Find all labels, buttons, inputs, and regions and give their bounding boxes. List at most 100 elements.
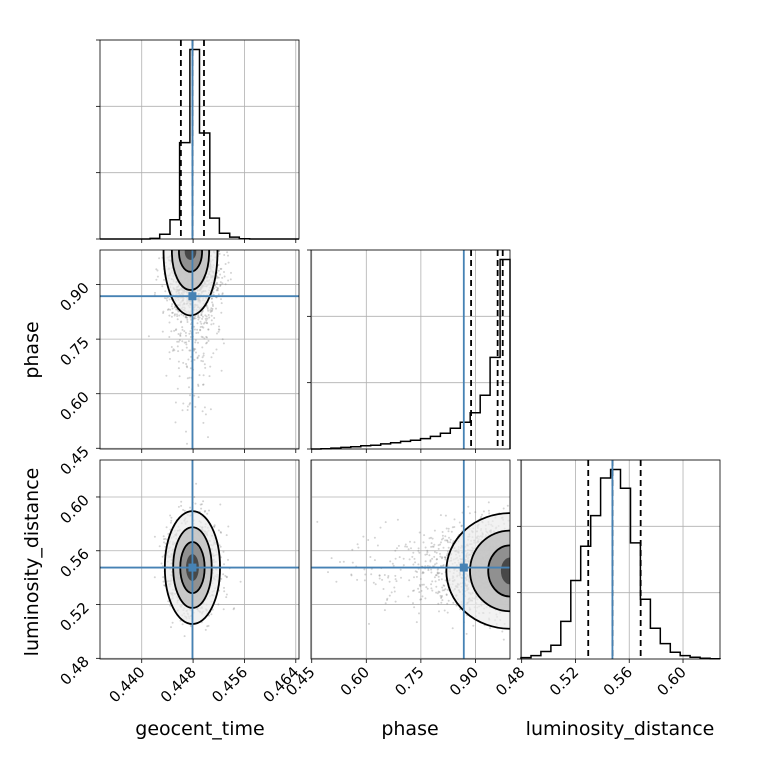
scatter-point — [227, 261, 230, 264]
scatter-point — [198, 374, 201, 377]
scatter-point — [413, 557, 416, 560]
scatter-point — [367, 539, 370, 541]
contour-line — [445, 512, 510, 630]
scatter-point — [437, 602, 440, 605]
scatter-point — [281, 583, 283, 585]
scatter-point — [167, 533, 170, 535]
scatter-point — [439, 514, 442, 517]
scatter-point — [227, 254, 229, 257]
scatter-point — [201, 315, 204, 318]
scatter-point — [195, 332, 198, 334]
scatter-point — [201, 410, 204, 413]
scatter-point — [179, 321, 182, 324]
scatter-point — [439, 594, 442, 597]
scatter-point — [396, 547, 398, 550]
scatter-point — [442, 564, 445, 567]
scatter-point — [428, 554, 431, 557]
scatter-point — [217, 264, 220, 266]
scatter-point — [167, 308, 170, 311]
scatter-point — [206, 341, 208, 344]
scatter-point — [373, 559, 376, 562]
scatter-point — [409, 540, 411, 543]
scatter-point — [206, 317, 209, 320]
x-tick-label: 0.456 — [208, 663, 251, 706]
x-tick-label: 0.60 — [337, 663, 373, 699]
scatter-point — [379, 526, 382, 529]
scatter-point — [430, 587, 433, 590]
scatter-point — [186, 442, 188, 445]
scatter-point — [208, 316, 211, 319]
scatter-point — [394, 574, 397, 577]
scatter-point — [197, 396, 200, 399]
scatter-point — [171, 303, 174, 306]
scatter-point — [204, 317, 207, 320]
scatter-point — [388, 580, 391, 583]
scatter-point — [439, 552, 441, 555]
scatter-point — [434, 563, 436, 566]
scatter-point — [430, 542, 433, 545]
scatter-point — [327, 571, 329, 574]
scatter-point — [189, 330, 192, 333]
scatter-point — [205, 321, 208, 324]
scatter-point — [472, 624, 475, 627]
scatter-point — [404, 545, 407, 548]
scatter-point — [431, 589, 434, 592]
scatter-point — [488, 512, 491, 515]
scatter-point — [480, 515, 483, 518]
contour-line — [469, 529, 510, 613]
scatter-point — [465, 632, 468, 635]
scatter-point — [451, 526, 454, 529]
scatter-point — [210, 310, 213, 313]
y-axis-label-luminosity-distance: luminosity_distance — [21, 468, 43, 657]
scatter-point — [221, 276, 224, 279]
scatter-point — [432, 545, 435, 548]
scatter-point — [201, 346, 204, 349]
scatter-point — [166, 299, 169, 302]
scatter-point — [208, 375, 211, 378]
scatter-point — [165, 297, 168, 300]
scatter-point — [447, 546, 450, 549]
density-group — [446, 513, 510, 629]
scatter-point — [182, 361, 185, 364]
x-tick-label: 0.440 — [105, 663, 148, 706]
scatter-point — [290, 556, 292, 558]
scatter-point — [219, 503, 222, 506]
scatter-point — [441, 586, 444, 589]
scatter-point — [204, 509, 207, 512]
truth-marker — [459, 563, 468, 572]
scatter-point — [225, 593, 228, 596]
scatter-point — [410, 547, 412, 550]
scatter-point — [168, 314, 171, 317]
x-axis-label-phase: phase — [381, 718, 438, 740]
scatter-point — [437, 544, 440, 547]
scatter-point — [394, 600, 397, 603]
scatter-point — [368, 622, 370, 625]
scatter-point — [224, 283, 227, 286]
scatter-point — [196, 357, 199, 360]
scatter-point — [189, 336, 192, 338]
scatter-point — [438, 610, 440, 613]
scatter-point — [453, 518, 456, 521]
scatter-point — [168, 298, 171, 301]
scatter-point — [220, 311, 223, 314]
scatter-point — [489, 627, 492, 630]
scatter-point — [442, 537, 445, 540]
scatter-point — [203, 510, 206, 513]
scatter-point — [487, 501, 490, 504]
scatter-point — [433, 529, 436, 532]
scatter-point — [506, 504, 509, 507]
scatter-point — [292, 536, 294, 538]
scatter-point — [207, 314, 210, 316]
scatter-point — [414, 561, 417, 564]
scatter-point — [440, 572, 443, 575]
scatter-point — [376, 544, 379, 547]
scatter-point — [419, 598, 422, 601]
scatter-point — [369, 556, 372, 558]
scatter-point — [384, 602, 387, 605]
scatter-point — [350, 573, 353, 576]
scatter-point — [161, 285, 164, 288]
scatter-point — [394, 557, 397, 560]
scatter-point — [173, 349, 176, 352]
scatter-point — [224, 574, 227, 577]
scatter-point — [164, 290, 167, 293]
